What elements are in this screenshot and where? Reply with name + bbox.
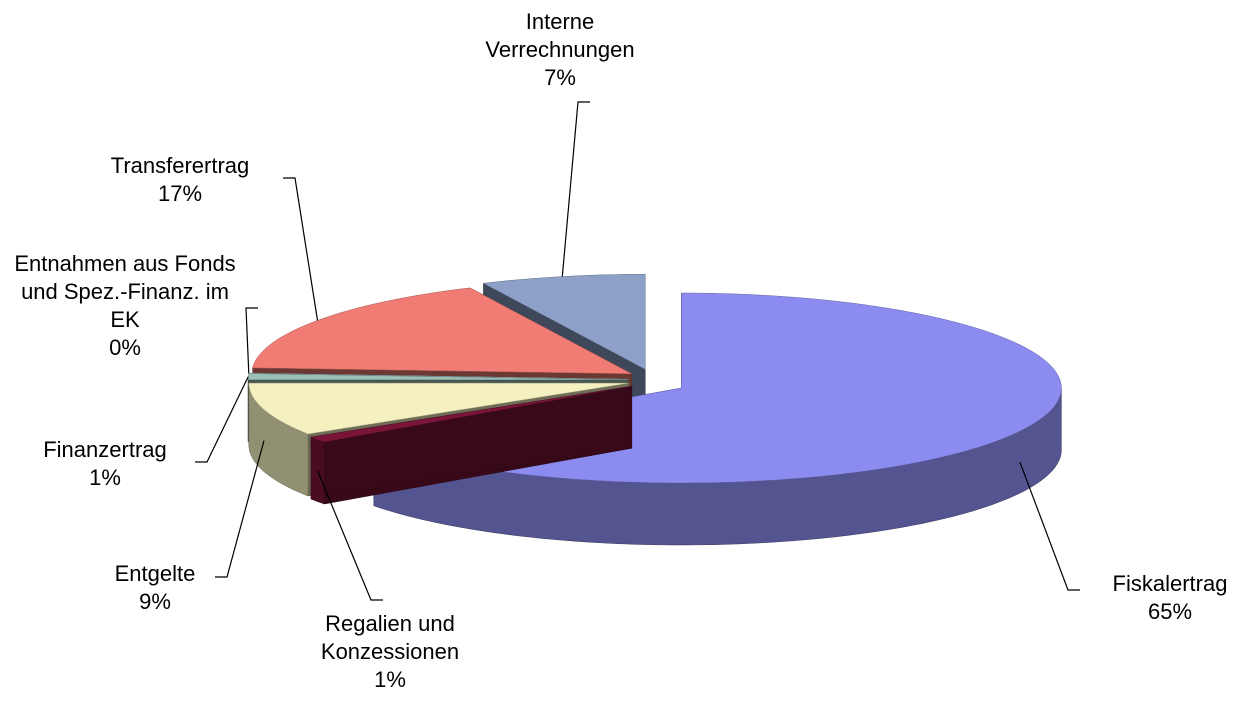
slice-top xyxy=(310,385,632,443)
slice-percent: 1% xyxy=(374,667,406,692)
slice-label: Finanzertrag 1% xyxy=(10,436,200,492)
slice-label: Fiskalertrag 65% xyxy=(1085,570,1253,626)
slice-percent: 7% xyxy=(544,65,576,90)
leader-line xyxy=(316,470,383,601)
slice-name: Transferertrag xyxy=(110,153,250,178)
slice-top xyxy=(248,382,629,435)
slice-label: Entnahmen aus Fonds und Spez.-Finanz. im… xyxy=(10,250,240,362)
leader-line xyxy=(561,101,590,277)
slice-percent: 0% xyxy=(109,335,141,360)
slice-name: Fiskalertrag xyxy=(1112,571,1228,596)
slice-name: Entnahmen aus Fonds und Spez.-Finanz. im… xyxy=(14,251,236,332)
slice-label: Transferertrag 17% xyxy=(80,152,280,208)
slice-percent: 1% xyxy=(89,465,121,490)
slice-name: Regalien und Konzessionen xyxy=(320,611,460,664)
leader-line xyxy=(195,376,249,463)
slice-name: Interne Verrechnungen xyxy=(485,9,635,62)
slice-label: Interne Verrechnungen 7% xyxy=(455,8,665,92)
slice-label: Regalien und Konzessionen 1% xyxy=(290,610,490,694)
slice-percent: 9% xyxy=(139,589,171,614)
leader-line xyxy=(283,177,319,321)
slice-name: Entgelte xyxy=(114,561,196,586)
leader-line xyxy=(245,307,258,374)
slice-name: Finanzertrag xyxy=(43,437,167,462)
slice-label: Entgelte 9% xyxy=(80,560,230,616)
pie-slice xyxy=(310,385,633,505)
leader-line xyxy=(215,440,265,578)
leader-line xyxy=(1019,461,1080,591)
slice-percent: 65% xyxy=(1147,599,1193,624)
slice-percent: 17% xyxy=(157,181,203,206)
